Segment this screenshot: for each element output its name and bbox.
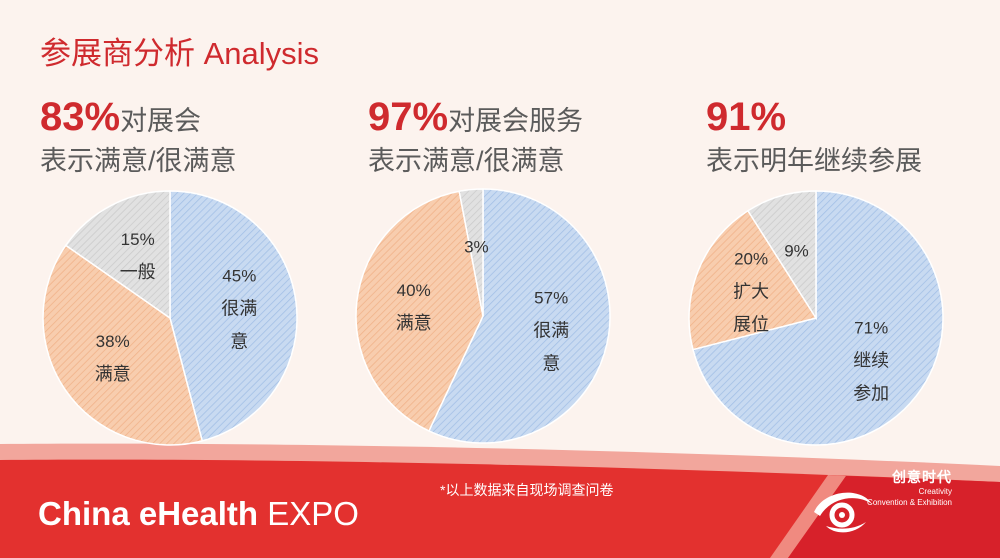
slice-value-label: 57% [534, 288, 569, 308]
pie-slice-label: 40% 满意 [394, 274, 434, 340]
slice-category-label: 满意 [395, 313, 432, 334]
headline-line: 91% [706, 95, 922, 139]
pie-slice-3 [458, 188, 484, 317]
headline-line: 83%对展会 [40, 95, 237, 139]
logo-eye-swirl-icon [814, 492, 872, 533]
pie-slice-label: 45% 很满意 [220, 260, 260, 359]
pie-chart-svg [688, 190, 944, 446]
slice-value-label: 38% [95, 332, 130, 351]
pie-chart-service-satisfaction: 57% 很满意 40% 满意 3% [353, 186, 613, 446]
headline-text: 对展会 [120, 106, 202, 136]
pie-chart-next-year-participation: 71% 继续参加 20% 扩大展位 9% [686, 188, 946, 448]
slice-category-label: 继续参加 [853, 350, 890, 404]
brand-name: China eHealth EXPO [38, 494, 359, 534]
pie-slice-label: 20% 扩大展位 [731, 243, 771, 342]
footer-band-red [0, 459, 1000, 558]
pie-slice-1 [427, 188, 611, 444]
chart-headline-service: 97%对展会服务 表示满意/很满意 [368, 95, 583, 179]
pie-slice-1 [169, 190, 298, 442]
headline-line: 97%对展会服务 [368, 95, 583, 139]
footer-band [0, 443, 1000, 558]
brand-name-main: China eHealth [38, 495, 259, 532]
pie-slice-2 [355, 190, 484, 432]
footer-band-highlight [770, 475, 846, 558]
headline-percent: 83% [40, 95, 121, 139]
page-title: 参展商分析 Analysis [40, 36, 320, 71]
pie-slice-label: 3% [464, 230, 489, 263]
headline-text: 对展会服务 [448, 106, 584, 136]
brand-logo: 创意时代 Creativity Convention & Exhibition [867, 468, 952, 508]
pie-slice-label: 15% 一般 [118, 223, 158, 289]
chart-headline-exhibition: 83%对展会 表示满意/很满意 [40, 95, 237, 179]
slice-value-label: 40% [396, 281, 431, 301]
pie-slice-2 [688, 209, 818, 351]
pie-slice-label: 71% 继续参加 [851, 311, 891, 410]
slice-category-label: 扩大展位 [733, 281, 770, 335]
slice-value-label: 15% [120, 230, 155, 250]
slice-value-label: 71% [854, 318, 889, 338]
pie-chart-svg [355, 188, 611, 444]
headline-subtitle: 表示满意/很满意 [368, 146, 565, 176]
slice-value-label: 45% [222, 266, 257, 286]
pie-slice-3 [64, 190, 171, 320]
pie-slice-1 [692, 190, 944, 446]
slice-value-label: 20% [734, 249, 769, 269]
pie-chart-exhibition-satisfaction: 45% 很满意 38% 满意 15% 一般 [40, 188, 300, 448]
pie-slice-3 [746, 190, 817, 321]
pie-slice-label: 38% 满意 [93, 325, 133, 391]
headline-percent: 97% [368, 95, 449, 139]
chart-headline-next-year: 91% 表示明年继续参展 [706, 95, 922, 179]
brand-name-suffix: EXPO [267, 495, 359, 532]
slice-value-label: 9% [784, 241, 809, 261]
logo-name-en: Creativity [918, 487, 952, 496]
slice-category-label: 一般 [119, 262, 156, 283]
survey-footnote: *以上数据来自现场调查问卷 [440, 482, 614, 498]
slice-value-label: 3% [464, 237, 489, 256]
slice-category-label: 很满意 [221, 298, 258, 352]
slice-category-label: 满意 [94, 364, 131, 384]
pie-slice-2 [42, 244, 204, 446]
headline-subtitle: 表示满意/很满意 [40, 146, 237, 176]
slice-category-label: 很满意 [533, 320, 570, 374]
logo-name-cn: 创意时代 [892, 469, 952, 485]
logo-tagline: Convention & Exhibition [867, 498, 952, 507]
headline-subtitle: 表示明年继续参展 [706, 146, 922, 176]
headline-percent: 91% [706, 95, 787, 139]
pie-slice-label: 9% [784, 234, 809, 267]
pie-chart-svg [42, 190, 298, 446]
pie-slice-label: 57% 很满意 [531, 282, 571, 381]
